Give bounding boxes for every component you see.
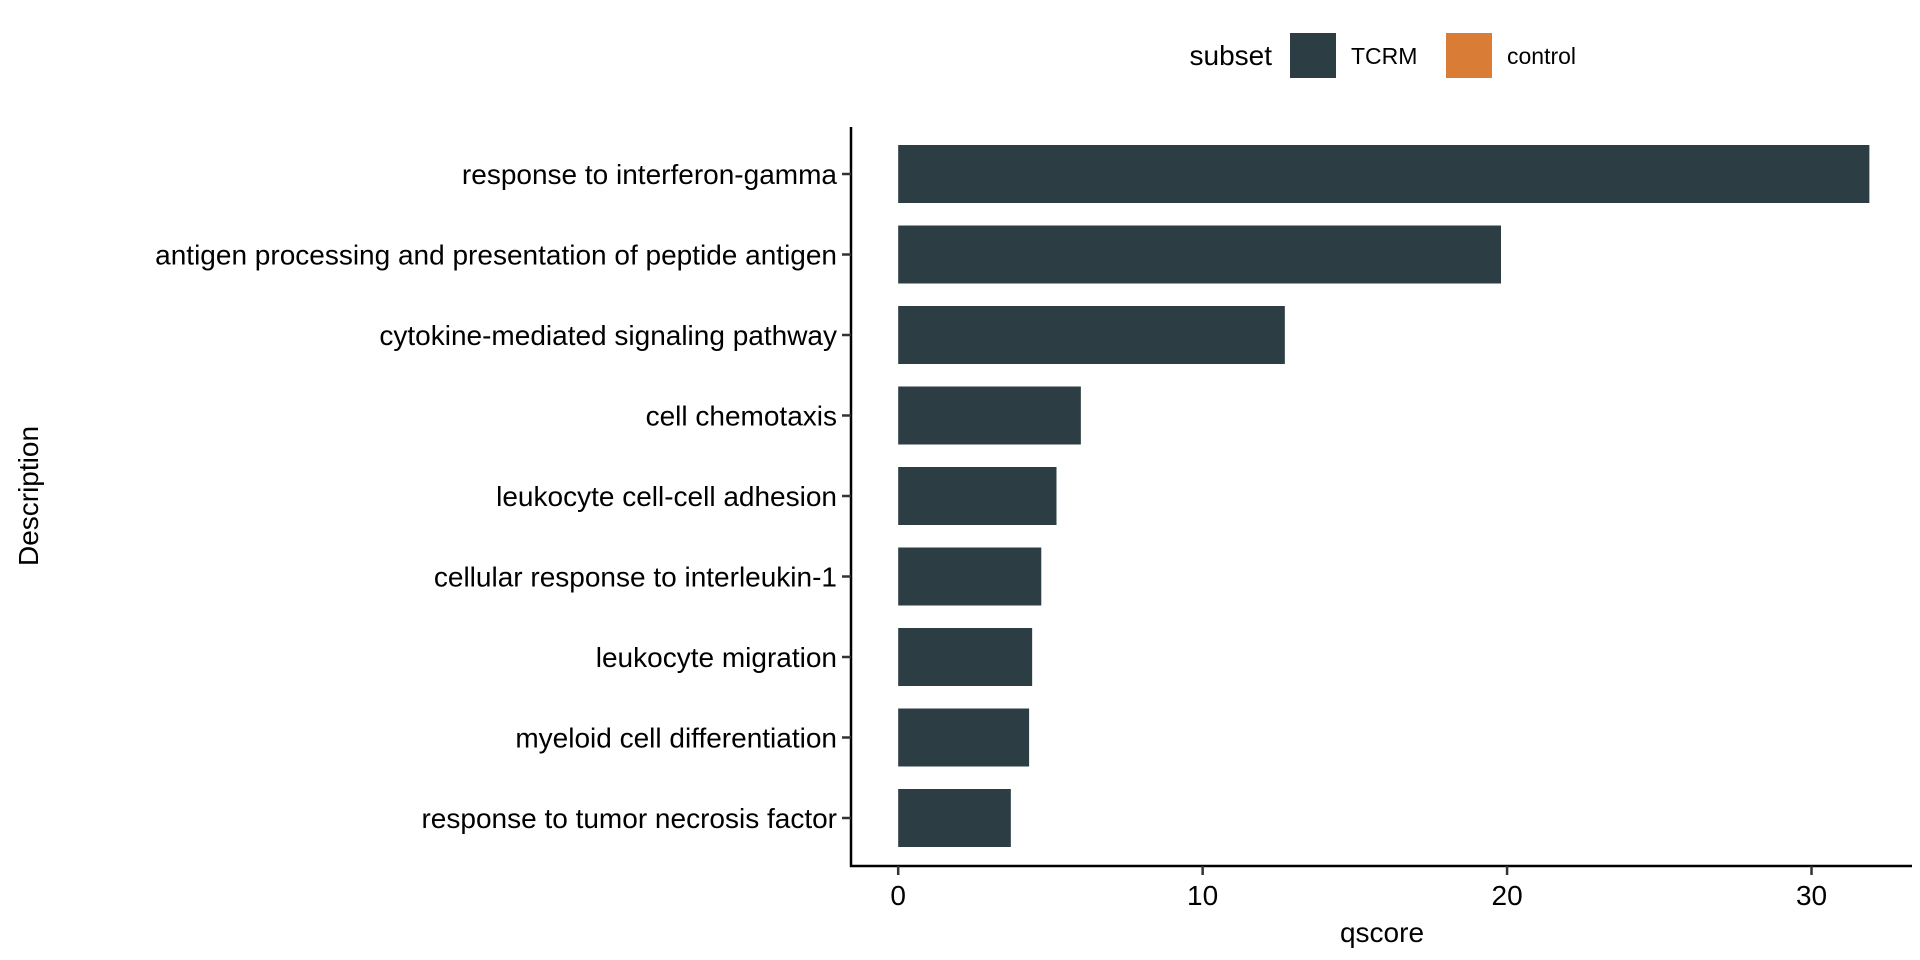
bar bbox=[898, 386, 1081, 445]
bars bbox=[898, 145, 1870, 847]
bar bbox=[898, 225, 1501, 284]
bar bbox=[898, 708, 1030, 767]
category-label: antigen processing and presentation of p… bbox=[155, 240, 837, 271]
legend-title: subset bbox=[1190, 40, 1273, 71]
legend: subset TCRM control bbox=[1190, 33, 1576, 78]
category-label: cell chemotaxis bbox=[646, 401, 837, 432]
bar bbox=[898, 789, 1011, 847]
x-tick-label: 30 bbox=[1796, 880, 1827, 911]
legend-swatch-tcrm bbox=[1290, 33, 1336, 78]
category-label: leukocyte cell-cell adhesion bbox=[496, 481, 837, 512]
legend-label-tcrm: TCRM bbox=[1351, 43, 1417, 69]
y-axis-title: Description bbox=[13, 426, 44, 566]
category-label: response to interferon-gamma bbox=[462, 159, 838, 190]
bar bbox=[898, 145, 1870, 203]
category-label: leukocyte migration bbox=[596, 642, 837, 673]
x-tick-label: 0 bbox=[890, 880, 906, 911]
y-axis: response to interferon-gamma antigen proc… bbox=[155, 127, 853, 867]
category-label: cytokine-mediated signaling pathway bbox=[379, 320, 837, 351]
legend-swatch-control bbox=[1446, 33, 1492, 78]
x-axis-title: qscore bbox=[1340, 917, 1424, 948]
category-label: cellular response to interleukin-1 bbox=[434, 562, 837, 593]
bar bbox=[898, 306, 1285, 364]
bar bbox=[898, 628, 1033, 686]
x-axis: 0 10 20 30 bbox=[850, 864, 1912, 911]
category-label: myeloid cell differentiation bbox=[515, 723, 837, 754]
category-label: response to tumor necrosis factor bbox=[421, 803, 837, 834]
legend-label-control: control bbox=[1507, 43, 1576, 69]
bar bbox=[898, 467, 1057, 525]
bar bbox=[898, 547, 1042, 606]
x-tick-label: 10 bbox=[1187, 880, 1218, 911]
x-tick-label: 20 bbox=[1492, 880, 1523, 911]
